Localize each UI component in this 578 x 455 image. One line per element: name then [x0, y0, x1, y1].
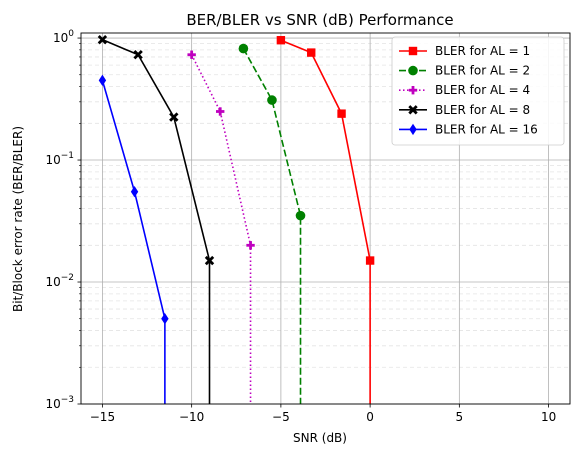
x-tick-label: 5: [456, 410, 464, 424]
marker-bar: [204, 255, 215, 266]
data-point: [276, 36, 286, 45]
legend-marker: [408, 105, 418, 115]
y-tick-base: 10: [53, 31, 68, 45]
x-tick-label: −5: [272, 410, 290, 424]
series-line: [190, 54, 252, 404]
data-point: [267, 95, 277, 105]
chart-title: BER/BLER vs SNR (dB) Performance: [186, 11, 453, 29]
series-2: [238, 43, 306, 404]
data-area: [97, 34, 375, 404]
y-tick-label: 10−1: [45, 151, 74, 167]
legend-label: BLER for AL = 4: [435, 83, 530, 97]
x-axis-label: SNR (dB): [293, 431, 347, 445]
legend-entry: BLER for AL = 2: [399, 64, 530, 78]
x-tick-label: 10: [541, 410, 556, 424]
data-point: [238, 43, 249, 54]
y-tick-base: 10: [45, 275, 60, 289]
series-line: [101, 80, 166, 404]
data-point: [365, 256, 375, 265]
legend-label: BLER for AL = 2: [435, 64, 530, 78]
y-tick-label: 10−2: [45, 273, 74, 289]
data-point: [307, 48, 316, 57]
data-point: [133, 50, 143, 60]
x-tick-label: −15: [90, 410, 115, 424]
y-tick-base: 10: [45, 153, 60, 167]
y-tick-exponent: −1: [61, 151, 74, 161]
y-tick-exponent: −2: [61, 273, 74, 283]
legend-marker: [408, 65, 418, 76]
y-tick-label: 100: [53, 29, 74, 45]
legend-entry: BLER for AL = 8: [399, 103, 530, 117]
data-point: [187, 50, 196, 59]
data-point: [204, 255, 215, 266]
legend-marker: [408, 46, 418, 56]
data-point: [130, 186, 139, 198]
data-point: [97, 34, 108, 45]
data-point: [246, 241, 255, 250]
marker-bar: [408, 105, 418, 115]
data-point: [295, 210, 306, 221]
y-axis-label: Bit/Block error rate (BER/BLER): [11, 126, 25, 312]
y-tick-base: 10: [45, 397, 60, 411]
legend-marker: [408, 86, 418, 95]
legend: BLER for AL = 1 BLER for AL = 2 BLER for A…: [391, 36, 565, 146]
series-line: [242, 48, 302, 404]
legend-entry: BLER for AL = 16: [399, 122, 538, 136]
data-point: [169, 112, 179, 122]
y-tick-exponent: −3: [61, 395, 74, 405]
legend-label: BLER for AL = 16: [435, 122, 538, 136]
x-tick-label: 0: [366, 410, 374, 424]
series-1: [276, 36, 375, 404]
y-tick-label: 10−3: [45, 395, 74, 411]
marker-bar: [97, 34, 108, 45]
plot-frame: [80, 32, 571, 405]
legend-label: BLER for AL = 8: [435, 103, 530, 117]
legend-label: BLER for AL = 1: [435, 44, 530, 58]
marker-bar: [169, 112, 179, 122]
legend-entry: BLER for AL = 4: [399, 83, 530, 97]
data-point: [98, 74, 107, 87]
y-tick-exponent: 0: [68, 29, 74, 39]
data-point: [216, 107, 225, 116]
series-line: [280, 39, 371, 404]
marker-bar: [133, 50, 143, 60]
legend-box: [391, 36, 565, 146]
series-5: [98, 74, 169, 404]
series-3: [187, 50, 255, 404]
legend-entry: BLER for AL = 1: [399, 44, 530, 58]
series-4: [97, 34, 215, 404]
legend-marker: [409, 123, 417, 136]
data-point: [337, 109, 346, 118]
data-point: [161, 313, 169, 325]
x-tick-label: −10: [179, 410, 204, 424]
